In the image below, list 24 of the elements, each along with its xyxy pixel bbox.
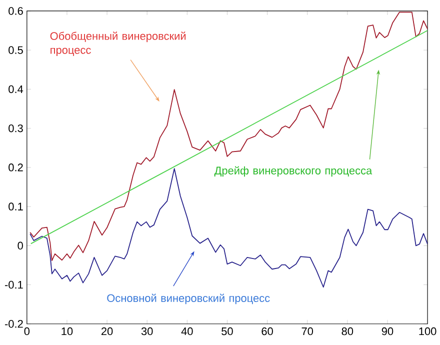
annotation: Дрейф винеровского процесса xyxy=(214,166,372,177)
x-tick-label: 80 xyxy=(342,328,354,336)
y-tick-label: -0.2 xyxy=(4,320,23,328)
x-tick-label: 100 xyxy=(419,328,436,336)
annotation: Основной винеровский процесс xyxy=(107,294,270,304)
y-tick-label: 0.4 xyxy=(8,85,24,94)
y-tick-label: 0.2 xyxy=(8,164,23,172)
x-tick-label: 70 xyxy=(302,328,314,336)
annotation: Обобщенный винеровский процесс xyxy=(50,32,186,56)
x-tick-label: 10 xyxy=(62,328,73,336)
x-tick-label: 60 xyxy=(262,328,273,336)
y-tick-label: 0.3 xyxy=(8,124,23,132)
y-tick-label: 0.1 xyxy=(8,202,23,211)
x-tick-label: 20 xyxy=(101,328,113,336)
y-tick-label: -0.1 xyxy=(4,280,23,289)
y-tick-label: 0.5 xyxy=(8,46,23,54)
x-tick-label: 90 xyxy=(382,328,394,336)
y-tick-label: 0 xyxy=(18,242,23,250)
x-tick-label: 0 xyxy=(24,328,30,336)
y-tick-label: 0.6 xyxy=(8,7,23,15)
x-tick-label: 50 xyxy=(222,328,233,336)
line-series xyxy=(30,168,428,288)
x-tick-label: 30 xyxy=(141,328,153,336)
x-tick-label: 40 xyxy=(181,328,193,336)
